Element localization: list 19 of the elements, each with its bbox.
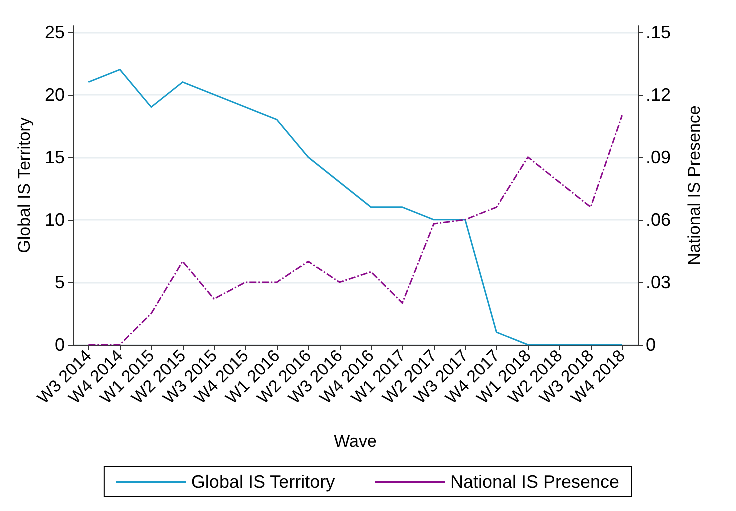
y2-tick-label: 0 [646, 335, 656, 355]
y2-tick-label: .06 [646, 210, 672, 230]
line-series [88, 69, 624, 346]
y-tick-label: 25 [44, 22, 65, 42]
y2-tick-label: .03 [646, 272, 672, 292]
y2-tick-label: .12 [646, 84, 672, 105]
y-axis-title: Global IS Territory [15, 117, 34, 254]
y2-tick-label: .09 [646, 147, 672, 168]
y-tick-label: 20 [44, 84, 65, 105]
y-tick-label: 0 [54, 335, 65, 355]
legend-label: National IS Presence [450, 472, 620, 492]
y-tick-label: 5 [54, 272, 65, 292]
legend-label: Global IS Territory [191, 472, 336, 492]
x-axis-title: Wave [334, 432, 377, 451]
line-series [88, 114, 624, 346]
y-tick-label: 15 [44, 147, 65, 168]
y-tick-label: 10 [44, 210, 65, 230]
y2-tick-label: .15 [646, 22, 672, 42]
y2-axis-title: National IS Presence [685, 106, 704, 266]
